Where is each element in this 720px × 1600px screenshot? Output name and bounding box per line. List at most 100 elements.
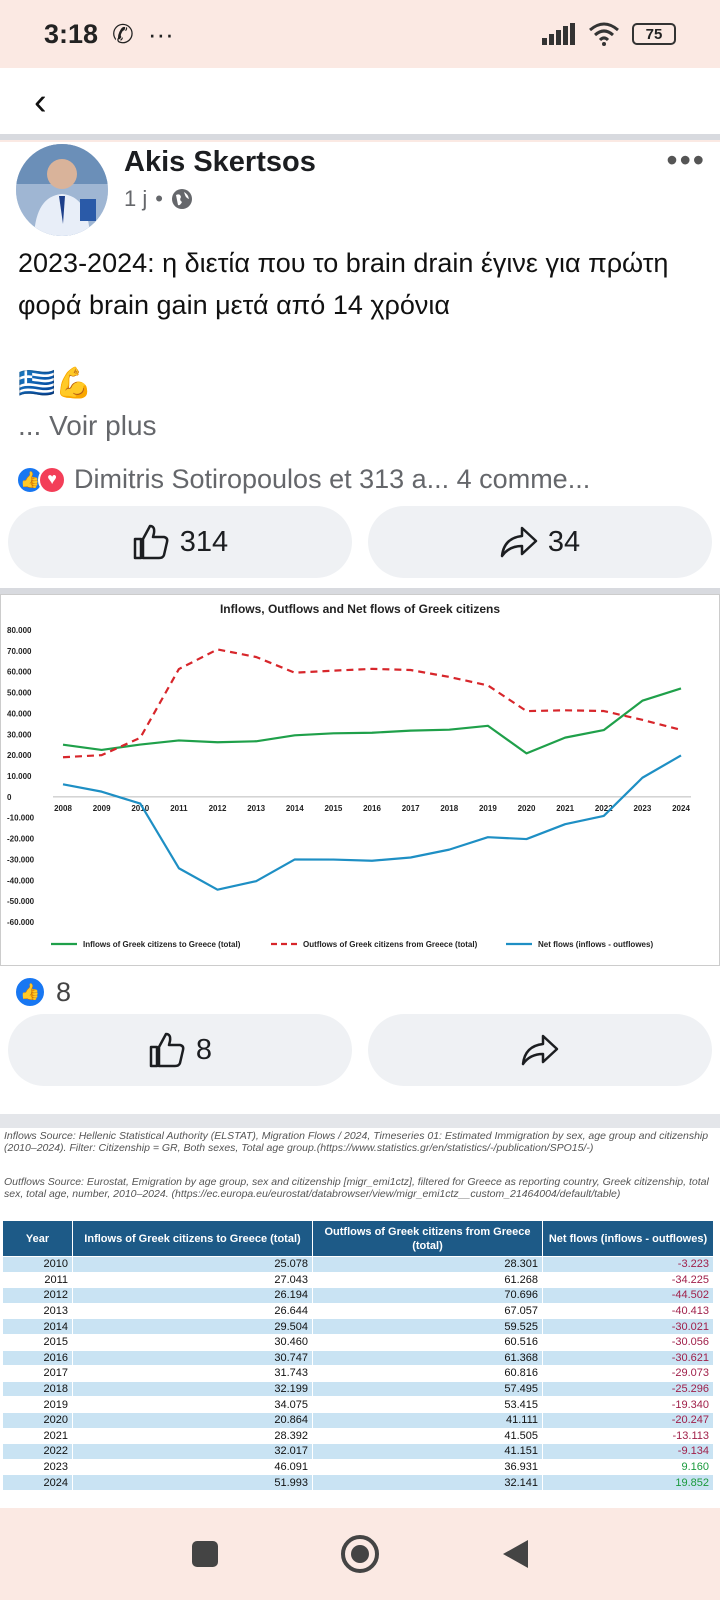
table-row: 2022 32.017 41.151 -9.134 <box>2 1443 714 1460</box>
series-line-1 <box>62 648 682 759</box>
table-cell: 41.111 <box>312 1411 543 1429</box>
recents-square-icon[interactable] <box>190 1539 220 1569</box>
table-cell: -29.073 <box>542 1365 714 1382</box>
table-cell: 20.864 <box>72 1411 313 1429</box>
post-actions: 314 34 <box>8 506 712 578</box>
x-tick-label: 2009 <box>93 804 111 813</box>
legend-label: Net flows (inflows - outflowes) <box>538 940 653 949</box>
y-tick-label: -30.000 <box>7 855 35 864</box>
table-cell: 2017 <box>2 1365 73 1382</box>
y-tick-label: -60.000 <box>7 918 35 927</box>
table-row: 2024 51.993 32.141 19.852 <box>2 1474 714 1491</box>
dot-separator: • <box>155 186 163 211</box>
see-more-link[interactable]: ... Voir plus <box>18 410 157 441</box>
table-cell: 9.160 <box>542 1458 714 1476</box>
table-image[interactable]: Inflows Source: Hellenic Statistical Aut… <box>0 1128 720 1508</box>
image-like-button[interactable]: 8 <box>8 1014 352 1086</box>
table-row: 2014 29.504 59.525 -30.021 <box>2 1318 714 1335</box>
table-cell: 67.057 <box>312 1302 543 1320</box>
author-name[interactable]: Akis Skertsos <box>124 146 316 178</box>
table-cell: 41.505 <box>312 1427 543 1445</box>
like-reaction-icon: 👍 <box>14 976 46 1008</box>
x-tick-label: 2019 <box>479 804 497 813</box>
x-tick-label: 2015 <box>324 804 342 813</box>
clock: 3:18 <box>44 18 99 49</box>
image-like-button-count: 8 <box>195 1033 213 1066</box>
table-cell: 41.151 <box>312 1443 543 1460</box>
table-row: 2013 26.644 67.057 -40.413 <box>2 1302 714 1320</box>
table-cell: 2016 <box>2 1349 73 1367</box>
table-row: 2019 34.075 53.415 -19.340 <box>2 1396 714 1413</box>
outflows-source: Outflows Source: Eurostat, Emigration by… <box>4 1176 709 1200</box>
table-row: 2010 25.078 28.301 -3.223 <box>2 1256 714 1273</box>
table-cell: 2018 <box>2 1380 73 1398</box>
y-tick-label: 50.000 <box>7 689 32 698</box>
data-table: Year Inflows of Greek citizens to Greece… <box>2 1220 714 1491</box>
y-tick-label: 30.000 <box>7 730 32 739</box>
table-cell: 26.194 <box>72 1287 313 1304</box>
post: Akis Skertsos 1 j • ••• 2023-2024: η διε… <box>0 142 720 602</box>
avatar[interactable] <box>16 144 108 236</box>
header-outflows: Outflows of Greek citizens from Greece (… <box>312 1220 543 1257</box>
x-tick-label: 2010 <box>131 804 149 813</box>
table-cell: -25.296 <box>542 1380 714 1398</box>
x-tick-label: 2020 <box>518 804 536 813</box>
table-row: 2017 31.743 60.816 -29.073 <box>2 1365 714 1382</box>
y-tick-label: 20.000 <box>7 751 32 760</box>
header-net: Net flows (inflows - outflowes) <box>542 1220 714 1257</box>
chart-image[interactable]: Inflows, Outflows and Net flows of Greek… <box>0 594 720 966</box>
love-reaction-icon: ♥ <box>38 465 66 494</box>
divider <box>0 134 720 140</box>
table-cell: -34.225 <box>542 1271 714 1289</box>
reactions-summary[interactable]: 👍 ♥ Dimitris Sotiropoulos et 313 a... 4 … <box>16 464 590 495</box>
home-circle-icon[interactable] <box>340 1534 380 1574</box>
post-text: 2023-2024: η διετία που το brain drain έ… <box>18 248 669 320</box>
header-year: Year <box>2 1220 73 1257</box>
y-tick-label: 10.000 <box>7 772 32 781</box>
x-tick-label: 2017 <box>402 804 420 813</box>
table-cell: 2020 <box>2 1411 73 1429</box>
table-cell: 30.747 <box>72 1349 313 1367</box>
y-tick-label: -20.000 <box>7 835 35 844</box>
table-cell: 2021 <box>2 1427 73 1445</box>
x-tick-label: 2012 <box>209 804 227 813</box>
table-row: 2020 20.864 41.111 -20.247 <box>2 1411 714 1429</box>
table-cell: -3.223 <box>542 1256 714 1273</box>
back-arrow-icon[interactable]: ‹ <box>34 80 47 123</box>
table-cell: -40.413 <box>542 1302 714 1320</box>
share-arrow-icon <box>500 526 538 558</box>
share-arrow-icon <box>521 1034 559 1066</box>
table-cell: 2024 <box>2 1474 73 1491</box>
y-tick-label: 80.000 <box>7 626 32 635</box>
table-cell: 32.017 <box>72 1443 313 1460</box>
x-tick-label: 2013 <box>247 804 265 813</box>
share-button[interactable]: 34 <box>368 506 712 578</box>
table-cell: 26.644 <box>72 1302 313 1320</box>
table-cell: 2019 <box>2 1396 73 1413</box>
table-cell: 32.199 <box>72 1380 313 1398</box>
table-row: 2016 30.747 61.368 -30.621 <box>2 1349 714 1367</box>
x-tick-label: 2008 <box>54 804 72 813</box>
battery-indicator: 75 <box>632 23 676 45</box>
table-cell: 61.368 <box>312 1349 543 1367</box>
y-tick-label: 40.000 <box>7 709 32 718</box>
x-tick-label: 2021 <box>556 804 574 813</box>
table-row: 2015 30.460 60.516 -30.056 <box>2 1333 714 1351</box>
system-nav-bar <box>0 1508 720 1600</box>
x-tick-label: 2018 <box>440 804 458 813</box>
table-cell: 2015 <box>2 1333 73 1351</box>
like-button[interactable]: 314 <box>8 506 352 578</box>
table-cell: 28.301 <box>312 1256 543 1273</box>
table-cell: 2010 <box>2 1256 73 1273</box>
viber-icon: ✆ <box>112 18 134 49</box>
table-cell: 28.392 <box>72 1427 313 1445</box>
more-options-icon[interactable]: ••• <box>666 142 706 178</box>
image-like-summary[interactable]: 👍 8 <box>14 976 71 1008</box>
table-cell: 25.078 <box>72 1256 313 1273</box>
back-triangle-icon[interactable] <box>500 1538 530 1570</box>
table-cell: 29.504 <box>72 1318 313 1335</box>
table-cell: -9.134 <box>542 1443 714 1460</box>
image-share-button[interactable] <box>368 1014 712 1086</box>
globe-icon <box>171 189 192 209</box>
table-cell: 51.993 <box>72 1474 313 1491</box>
